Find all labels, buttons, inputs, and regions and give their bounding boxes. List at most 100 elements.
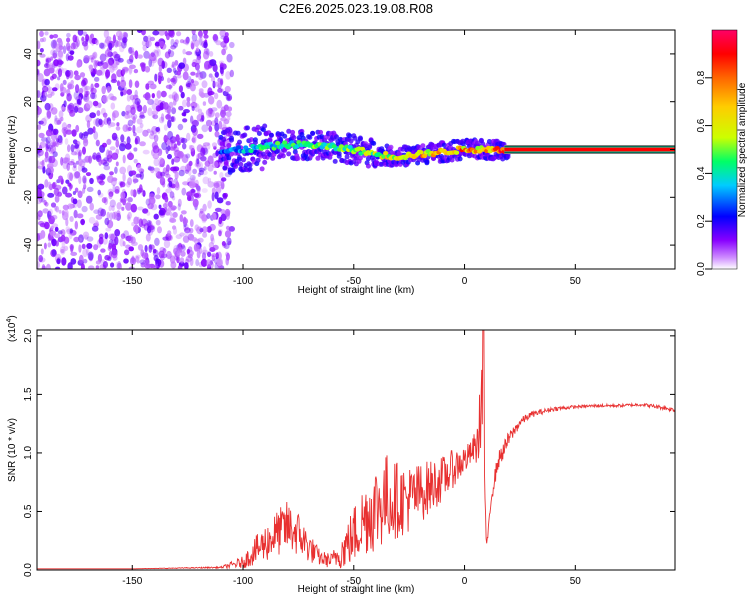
noise-speckle <box>211 192 215 202</box>
noise-speckle <box>52 182 56 190</box>
noise-speckle <box>214 191 219 200</box>
noise-speckle <box>45 263 51 269</box>
noise-speckle <box>111 249 118 259</box>
noise-speckle <box>136 126 143 134</box>
noise-speckle <box>203 47 209 55</box>
noise-speckle <box>45 136 51 144</box>
noise-speckle <box>182 143 187 150</box>
noise-speckle <box>83 138 89 147</box>
noise-speckle <box>156 187 161 195</box>
noise-speckle <box>111 211 117 220</box>
noise-speckle <box>153 167 160 172</box>
noise-speckle <box>53 59 59 67</box>
noise-speckle <box>195 72 199 78</box>
ridge-halo <box>307 134 313 140</box>
noise-speckle <box>116 210 121 218</box>
noise-speckle <box>126 89 133 95</box>
noise-speckle <box>151 103 158 111</box>
noise-speckle <box>195 259 200 267</box>
noise-speckle <box>66 162 70 171</box>
noise-speckle <box>181 112 186 117</box>
noise-speckle <box>112 254 118 261</box>
noise-speckle <box>106 59 114 69</box>
noise-speckle <box>158 64 163 73</box>
noise-speckle <box>170 45 177 50</box>
ridge-halo <box>420 143 426 149</box>
snr-y-label: SNR (10 * v/v) <box>7 418 18 482</box>
noise-speckle <box>53 117 61 125</box>
noise-speckle <box>152 30 160 36</box>
ridge-halo <box>280 153 286 159</box>
noise-speckle <box>213 170 217 175</box>
noise-speckle <box>165 135 169 141</box>
noise-speckle <box>142 149 150 155</box>
ridge-halo <box>229 151 234 157</box>
noise-speckle <box>85 172 92 177</box>
noise-speckle <box>122 154 126 164</box>
noise-speckle <box>37 40 41 50</box>
noise-speckle <box>188 160 193 167</box>
noise-speckle <box>119 44 125 53</box>
noise-speckle <box>158 259 165 268</box>
noise-speckle <box>125 202 132 211</box>
noise-speckle <box>132 124 136 134</box>
noise-speckle <box>60 248 65 254</box>
noise-speckle <box>96 239 102 248</box>
noise-speckle <box>44 179 49 188</box>
noise-speckle <box>66 32 71 38</box>
noise-speckle <box>110 262 115 268</box>
noise-speckle <box>83 55 90 63</box>
noise-speckle <box>49 34 54 39</box>
noise-speckle <box>147 227 153 236</box>
ridge-halo <box>256 131 262 136</box>
noise-speckle <box>91 72 95 78</box>
noise-speckle <box>49 139 57 147</box>
noise-speckle <box>65 226 71 232</box>
noise-speckle <box>178 62 186 69</box>
ridge-point <box>248 148 254 154</box>
noise-speckle <box>207 251 212 258</box>
noise-speckle <box>211 142 218 148</box>
noise-speckle <box>108 205 113 212</box>
snr-x-label: Height of straight line (km) <box>298 584 415 595</box>
noise-speckle <box>194 162 202 168</box>
noise-speckle <box>60 104 65 110</box>
noise-speckle <box>61 106 66 112</box>
noise-speckle <box>147 99 155 105</box>
ridge-halo <box>237 156 242 162</box>
noise-speckle <box>142 190 146 197</box>
noise-speckle <box>54 206 58 211</box>
noise-speckle <box>93 59 98 69</box>
noise-speckle <box>88 155 93 164</box>
noise-speckle <box>134 80 140 88</box>
noise-speckle <box>190 188 196 193</box>
noise-speckle <box>149 36 156 42</box>
noise-speckle <box>49 230 57 236</box>
noise-speckle <box>89 112 96 119</box>
noise-speckle <box>115 126 121 131</box>
noise-speckle <box>201 252 207 261</box>
noise-speckle <box>52 151 58 158</box>
noise-speckle <box>195 57 201 65</box>
noise-speckle <box>202 246 207 255</box>
ridge-halo <box>230 167 236 173</box>
noise-speckle <box>199 228 204 233</box>
noise-speckle <box>133 147 138 152</box>
noise-speckle <box>80 218 85 226</box>
noise-speckle <box>163 239 171 249</box>
noise-speckle <box>47 85 51 93</box>
noise-speckle <box>104 37 110 44</box>
noise-speckle <box>127 119 134 127</box>
noise-speckle <box>139 114 146 119</box>
noise-speckle <box>62 79 67 85</box>
noise-speckle <box>184 37 190 46</box>
noise-speckle <box>120 75 125 83</box>
noise-speckle <box>153 265 158 269</box>
noise-speckle <box>136 187 144 193</box>
noise-speckle <box>120 191 126 199</box>
noise-speckle <box>229 69 234 78</box>
x-tick-label: 0 <box>462 276 468 287</box>
noise-speckle <box>158 157 164 165</box>
noise-speckle <box>142 208 149 214</box>
noise-speckle <box>199 208 204 214</box>
